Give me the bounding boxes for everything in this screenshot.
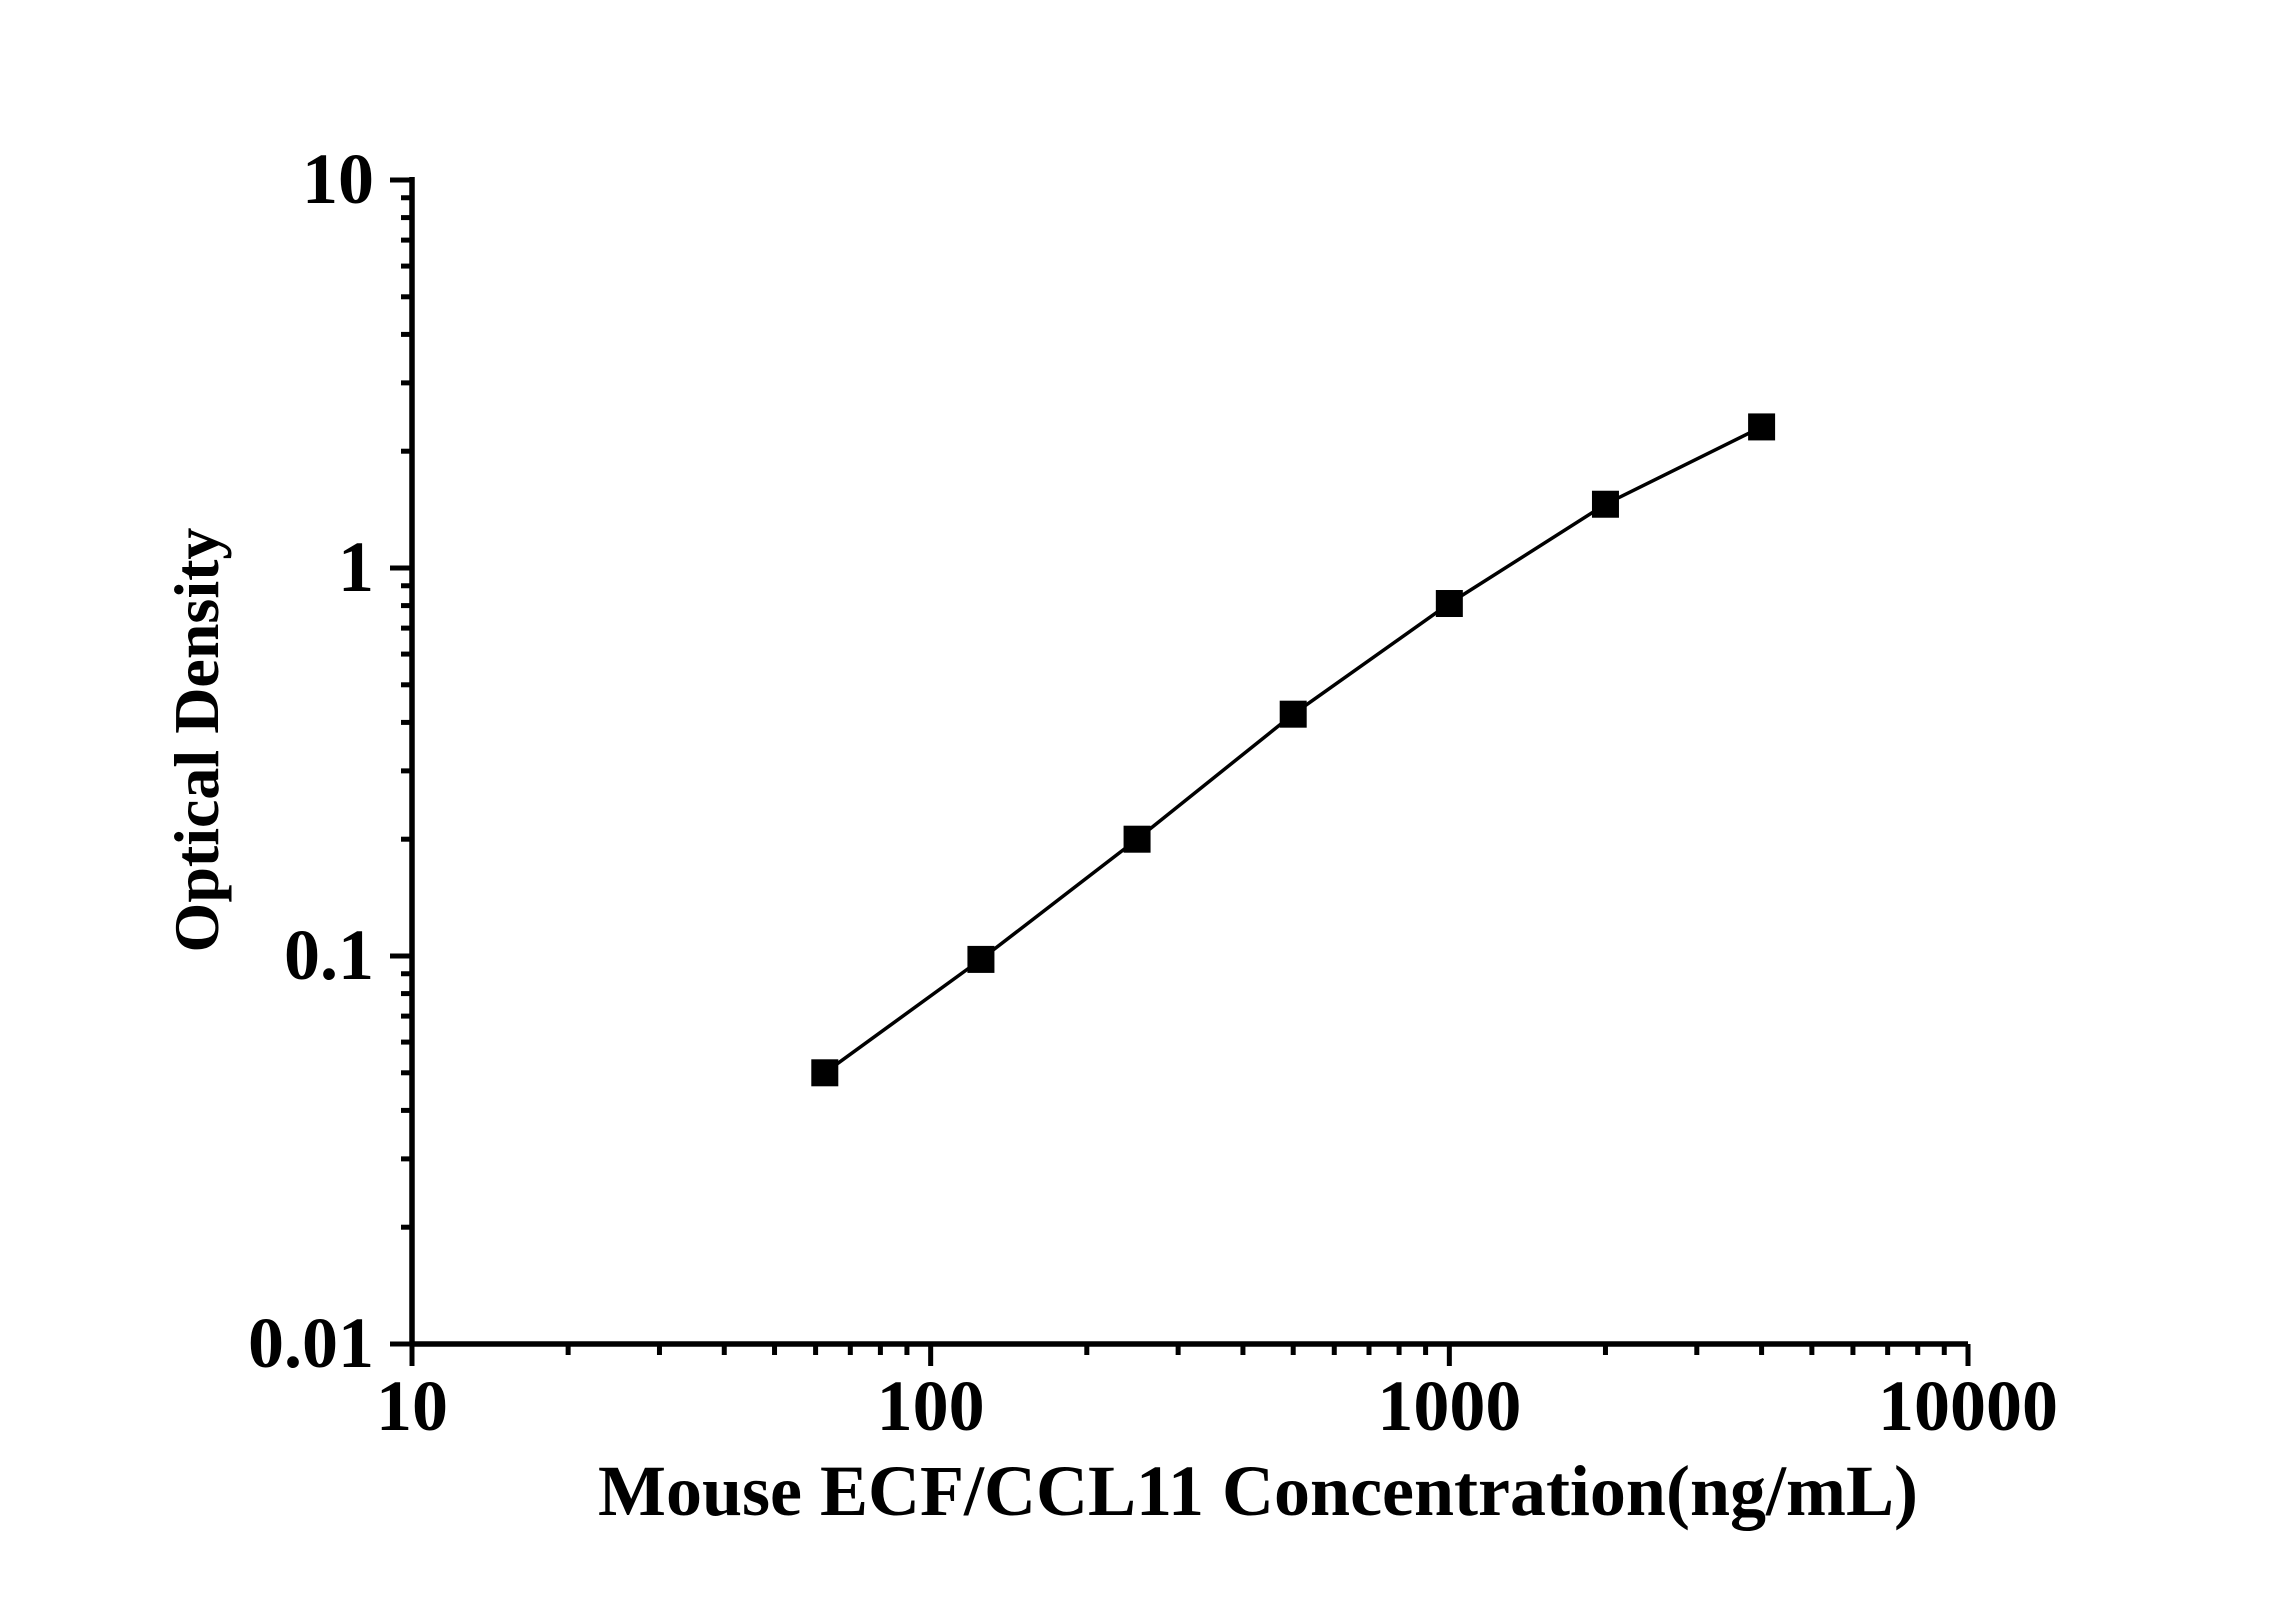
y-tick-label: 0.01 (248, 1303, 374, 1383)
data-point-marker (1748, 413, 1776, 441)
data-point-marker (1279, 700, 1307, 728)
y-tick-label: 0.1 (284, 915, 374, 995)
x-tick-label: 10000 (1878, 1366, 2058, 1446)
data-point-marker (811, 1059, 839, 1087)
data-point-marker (1435, 590, 1463, 618)
y-tick-label: 10 (302, 139, 374, 219)
data-point-marker (967, 945, 995, 973)
data-point-marker (1591, 490, 1619, 518)
x-tick-label: 1000 (1377, 1366, 1521, 1446)
y-axis-title: Optical Density (161, 528, 232, 953)
x-tick-label: 10 (376, 1366, 448, 1446)
axis-tick-labels: 10 100 1000 10000 10 1 0.1 0.01 (248, 139, 2058, 1446)
data-series (811, 413, 1776, 1087)
standard-curve-line (823, 425, 1763, 1075)
data-point-marker (1123, 825, 1151, 853)
axes (409, 177, 1968, 1347)
x-axis-title: Mouse ECF/CCL11 Concentration(ng/mL) (598, 1451, 1918, 1531)
axis-ticks (390, 177, 1971, 1366)
x-tick-label: 100 (877, 1366, 985, 1446)
y-tick-label: 1 (338, 527, 374, 607)
